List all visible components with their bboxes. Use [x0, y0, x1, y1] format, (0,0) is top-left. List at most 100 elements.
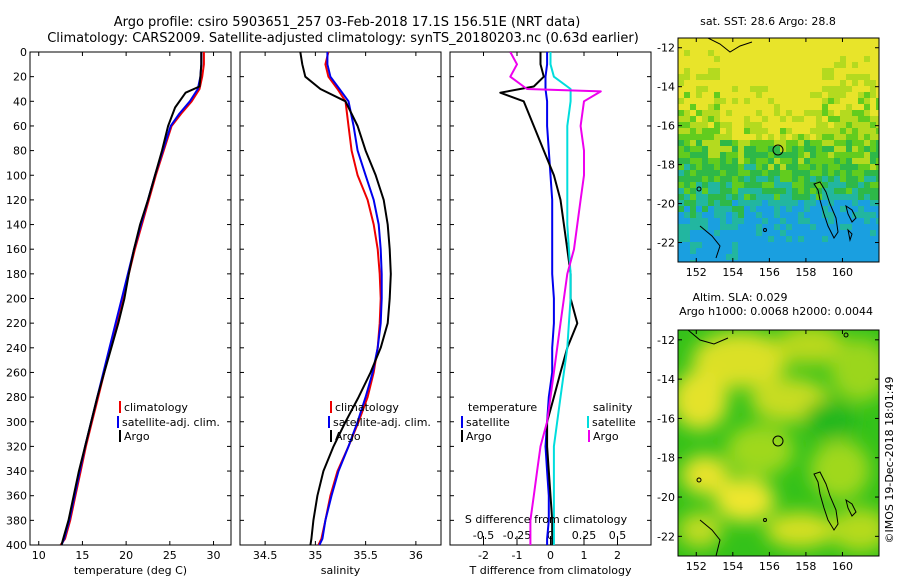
heatmap-cell: [810, 254, 817, 261]
heatmap-cell: [816, 224, 823, 231]
heatmap-cell: [762, 206, 769, 213]
heatmap-cell: [696, 98, 703, 105]
heatmap-cell: [786, 134, 793, 141]
heatmap-cell: [828, 182, 835, 189]
heatmap-cell: [822, 206, 829, 213]
heatmap-cell: [798, 176, 805, 183]
heatmap-cell: [726, 68, 733, 75]
heatmap-cell: [834, 50, 841, 57]
heatmap-cell: [726, 206, 733, 213]
heatmap-cell: [744, 134, 751, 141]
heatmap-cell: [858, 260, 865, 262]
heatmap-cell: [744, 200, 751, 207]
heatmap-cell: [732, 242, 739, 249]
s-tick-label: 0.5: [609, 529, 627, 542]
heatmap-cell: [750, 170, 757, 177]
heatmap-cell: [876, 86, 879, 93]
heatmap-cell: [708, 44, 715, 51]
heatmap-cell: [834, 134, 841, 141]
heatmap-cell: [870, 128, 877, 135]
heatmap-cell: [750, 182, 757, 189]
heatmap-cell: [702, 176, 709, 183]
heatmap-cell: [858, 218, 865, 225]
heatmap-cell: [690, 212, 697, 219]
heatmap-cell: [870, 38, 877, 45]
heatmap-cell: [732, 116, 739, 123]
heatmap-cell: [702, 260, 709, 262]
heatmap-cell: [828, 206, 835, 213]
heatmap-cell: [756, 164, 763, 171]
heatmap-cell: [738, 194, 745, 201]
heatmap-cell: [780, 248, 787, 255]
heatmap-cell: [864, 128, 871, 135]
heatmap-cell: [738, 260, 745, 262]
heatmap-cell: [840, 128, 847, 135]
heatmap-cell: [708, 98, 715, 105]
heatmap-cell: [822, 98, 829, 105]
heatmap-cell: [840, 158, 847, 165]
heatmap-cell: [738, 182, 745, 189]
map-y-tick-label: -12: [657, 42, 675, 55]
heatmap-cell: [708, 182, 715, 189]
heatmap-cell: [738, 236, 745, 243]
heatmap-cell: [804, 104, 811, 111]
heatmap-cell: [726, 254, 733, 261]
heatmap-cell: [816, 140, 823, 147]
y-tick-label: 180: [6, 268, 27, 281]
heatmap-cell: [714, 116, 721, 123]
heatmap-cell: [864, 158, 871, 165]
heatmap-cell: [822, 122, 829, 129]
heatmap-cell: [768, 86, 775, 93]
heatmap-cell: [702, 74, 709, 81]
heatmap-cell: [768, 248, 775, 255]
heatmap-cell: [828, 164, 835, 171]
heatmap-cell: [762, 92, 769, 99]
heatmap-cell: [876, 56, 879, 63]
heatmap-cell: [876, 236, 879, 243]
heatmap-cell: [846, 68, 853, 75]
heatmap-cell: [702, 152, 709, 159]
heatmap-cell: [828, 254, 835, 261]
heatmap-cell: [768, 92, 775, 99]
heatmap-cell: [720, 68, 727, 75]
heatmap-cell: [750, 56, 757, 63]
heatmap-cell: [810, 68, 817, 75]
heatmap-cell: [816, 176, 823, 183]
heatmap-cell: [828, 62, 835, 69]
heatmap-cell: [858, 152, 865, 159]
heatmap-cell: [822, 110, 829, 117]
heatmap-cell: [828, 56, 835, 63]
heatmap-cell: [720, 80, 727, 87]
heatmap-cell: [726, 182, 733, 189]
heatmap-cell: [744, 218, 751, 225]
heatmap-cell: [774, 86, 781, 93]
heatmap-cell: [840, 80, 847, 87]
heatmap-cell: [804, 128, 811, 135]
heatmap-cell: [750, 194, 757, 201]
heatmap-cell: [738, 200, 745, 207]
heatmap-cell: [810, 152, 817, 159]
sla-map-frame: [677, 329, 880, 557]
heatmap-cell: [714, 254, 721, 261]
heatmap-cell: [690, 98, 697, 105]
x-tick-label: 2: [614, 549, 621, 562]
heatmap-cell: [744, 230, 751, 237]
y-tick-label: 100: [6, 169, 27, 182]
heatmap-cell: [726, 164, 733, 171]
heatmap-cell: [690, 170, 697, 177]
x-tick-label: 35.5: [353, 549, 378, 562]
heatmap-cell: [750, 242, 757, 249]
heatmap-cell: [756, 236, 763, 243]
heatmap-cell: [840, 122, 847, 129]
heatmap-cell: [834, 236, 841, 243]
heatmap-cell: [768, 164, 775, 171]
heatmap-cell: [768, 194, 775, 201]
heatmap-cell: [714, 86, 721, 93]
heatmap-cell: [792, 50, 799, 57]
heatmap-cell: [744, 188, 751, 195]
x-tick-label: -1: [512, 549, 523, 562]
heatmap-cell: [684, 104, 691, 111]
heatmap-cell: [870, 170, 877, 177]
heatmap-cell: [684, 134, 691, 141]
heatmap-cell: [822, 152, 829, 159]
